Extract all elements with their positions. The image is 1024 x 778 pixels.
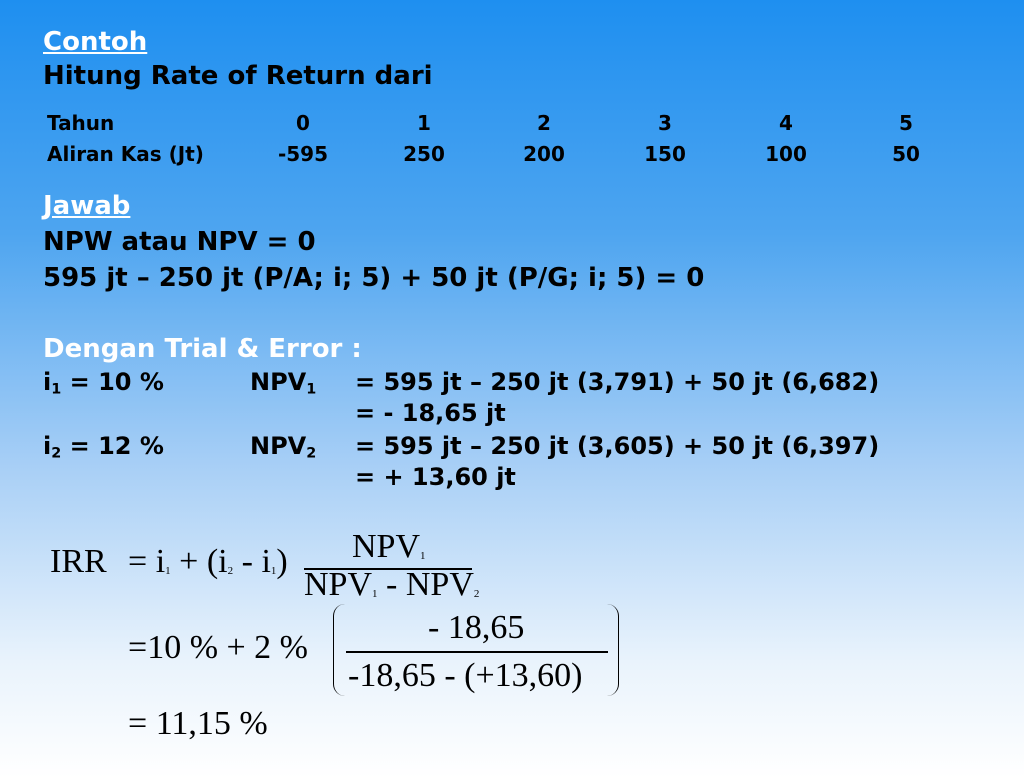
table-cashflow-cell: 150 — [644, 142, 686, 166]
table-row-label-cashflow: Aliran Kas (Jt) — [47, 142, 204, 166]
irr-step2-denominator: -18,65 - (+13,60) — [348, 657, 583, 694]
table-cashflow-cell: 50 — [892, 142, 920, 166]
irr-formula-lhs: = i1 + (i2 - i1) — [128, 543, 288, 580]
irr-step2-numerator: - 18,65 — [428, 609, 525, 646]
irr-fraction-denominator: NPV1 - NPV2 — [304, 566, 480, 603]
trial-npv1-label: NPV1 — [250, 368, 317, 398]
irr-step2-paren-right — [606, 604, 619, 696]
table-year-cell: 1 — [417, 111, 431, 135]
table-year-cell: 3 — [658, 111, 672, 135]
table-year-cell: 0 — [296, 111, 310, 135]
table-year-cell: 4 — [779, 111, 793, 135]
trial-npv2-eq2: = + 13,60 jt — [355, 463, 516, 491]
answer-line-2: 595 jt – 250 jt (P/A; i; 5) + 50 jt (P/G… — [43, 263, 705, 293]
irr-step2-paren-left — [333, 604, 346, 696]
table-row-label-tahun: Tahun — [47, 111, 115, 135]
irr-step2-fraction-line — [346, 651, 608, 653]
heading-contoh: Contoh — [43, 27, 148, 57]
trial-npv1-eq1: = 595 jt – 250 jt (3,791) + 50 jt (6,682… — [355, 368, 880, 396]
trial-i2: i2 = 12 % — [43, 432, 164, 462]
table-cashflow-cell: 250 — [403, 142, 445, 166]
answer-line-1: NPW atau NPV = 0 — [43, 227, 316, 257]
table-year-cell: 5 — [899, 111, 913, 135]
irr-label: IRR — [50, 543, 107, 580]
trial-i1: i1 = 10 % — [43, 368, 164, 398]
irr-step2-lhs: =10 % + 2 % — [128, 629, 309, 666]
trial-npv2-eq1: = 595 jt – 250 jt (3,605) + 50 jt (6,397… — [355, 432, 880, 460]
table-cashflow-cell: 100 — [765, 142, 807, 166]
table-year-cell: 2 — [537, 111, 551, 135]
table-cashflow-cell: 200 — [523, 142, 565, 166]
irr-fraction-line — [304, 568, 472, 570]
answer-heading: Jawab — [43, 191, 131, 221]
trial-title: Dengan Trial & Error : — [43, 334, 362, 364]
irr-fraction-numerator: NPV1 — [352, 528, 426, 565]
heading-subtitle: Hitung Rate of Return dari — [43, 61, 433, 91]
trial-npv1-eq2: = - 18,65 jt — [355, 399, 506, 427]
table-cashflow-cell: -595 — [277, 142, 329, 166]
irr-result: = 11,15 % — [128, 705, 268, 742]
trial-npv2-label: NPV2 — [250, 432, 317, 462]
